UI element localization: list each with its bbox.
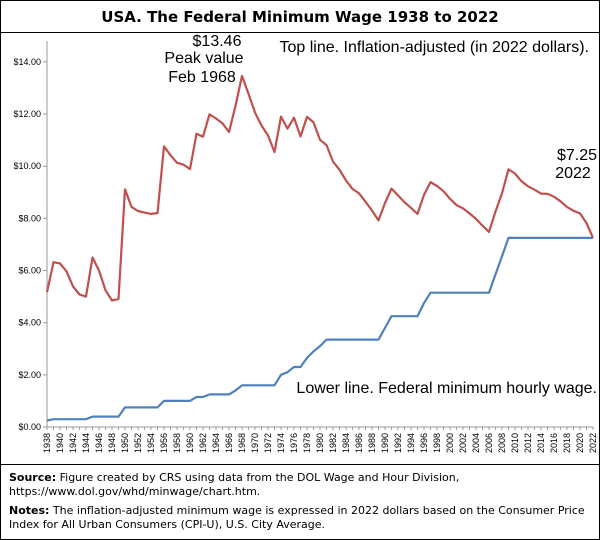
nominal-wage-line [46,236,593,422]
y-tick-label: $2.00 [18,370,41,380]
x-tick-label: 1964 [211,433,221,453]
x-tick-label: 1958 [172,433,182,453]
x-tick-label: 1994 [406,433,416,453]
line-chart: $0.00 $2.00 $4.00 $6.00 $8.00 $10.00 $12.00 $14… [13,33,598,453]
x-tick-label: 2000 [445,433,455,453]
x-tick-label: 1968 [237,433,247,453]
chart-title: USA. The Federal Minimum Wage 1938 to 20… [101,7,499,26]
x-tick-label: 1952 [133,433,143,453]
y-tick-label: $14.00 [13,57,41,67]
x-tick-label: 1946 [94,433,104,453]
y-tick-label: $12.00 [13,109,41,119]
x-tick-label: 2002 [458,433,468,453]
source-note: Source: Figure created by CRS using data… [9,471,591,499]
y-tick-label: $8.00 [18,213,41,223]
y-tick-label: $6.00 [18,266,41,276]
x-tick-label: 1998 [432,433,442,453]
x-tick-label: 1980 [315,433,325,453]
x-tick-label: 1966 [224,433,234,453]
x-tick-label: 1988 [367,433,377,453]
x-tick-label: 1996 [419,433,429,453]
end-year-label: 2022 [555,165,591,182]
x-tick-label: 1976 [289,433,299,453]
x-tick-label: 1972 [263,433,273,453]
x-tick-label: 2008 [497,433,507,453]
y-tick-label: $10.00 [13,161,41,171]
notes-note: Notes: The inflation-adjusted minimum wa… [9,504,591,532]
top-line-label: Top line. Inflation-adjusted (in 2022 do… [279,39,589,56]
end-value-label: $7.25 [557,147,597,164]
x-tick-label: 1940 [55,433,65,453]
x-tick-label: 1982 [328,433,338,453]
x-tick-label: 2012 [523,433,533,453]
y-tick-label: $4.00 [18,318,41,328]
x-tick-label: 1962 [198,433,208,453]
x-tick-label: 1990 [380,433,390,453]
source-text: Figure created by CRS using data from th… [9,471,460,498]
title-bar: USA. The Federal Minimum Wage 1938 to 20… [1,1,599,33]
x-tick-label: 1938 [42,433,52,453]
x-tick-label: 1944 [81,433,91,453]
x-tick-label: 2016 [549,433,559,453]
x-tick-label: 1984 [341,433,351,453]
x-tick-label: 1986 [354,433,364,453]
x-tick-label: 2004 [471,433,481,453]
x-tick-label: 1974 [276,433,286,453]
x-tick-label: 1942 [68,433,78,453]
x-tick-label: 2014 [536,433,546,453]
x-tick-label: 1992 [393,433,403,453]
x-tick-label: 1970 [250,433,260,453]
peak-caption-line1: Peak value [164,50,243,67]
peak-value-label: $13.46 [193,33,242,50]
annotations: $13.46 Peak value Feb 1968 Top line. Inf… [164,33,597,397]
x-tick-label: 2010 [510,433,520,453]
peak-caption-line2: Feb 1968 [168,69,236,86]
series-lines [45,74,595,422]
x-tick-label: 2022 [588,433,598,453]
y-axis: $0.00 $2.00 $4.00 $6.00 $8.00 $10.00 $12.00 $14… [13,41,48,432]
y-tick-label: $0.00 [18,422,41,432]
x-axis: 1938 1940 1942 1944 1946 1948 1950 1952 1954 1956… [42,426,598,453]
x-tick-label: 1948 [107,433,117,453]
lower-line-label: Lower line. Federal minimum hourly wage. [296,380,597,397]
x-tick-label: 1978 [302,433,312,453]
notes-text: The inflation-adjusted minimum wage is e… [9,504,585,531]
x-tick-label: 1954 [146,433,156,453]
x-tick-label: 1960 [185,433,195,453]
inflation-adjusted-line [45,74,595,302]
x-tick-label: 2006 [484,433,494,453]
source-label: Source: [9,471,57,484]
x-tick-label: 2020 [575,433,585,453]
x-tick-label: 1950 [120,433,130,453]
x-tick-label: 2018 [562,433,572,453]
x-tick-label: 1956 [159,433,169,453]
notes-label: Notes: [9,504,50,517]
notes-section: Source: Figure created by CRS using data… [1,464,599,537]
